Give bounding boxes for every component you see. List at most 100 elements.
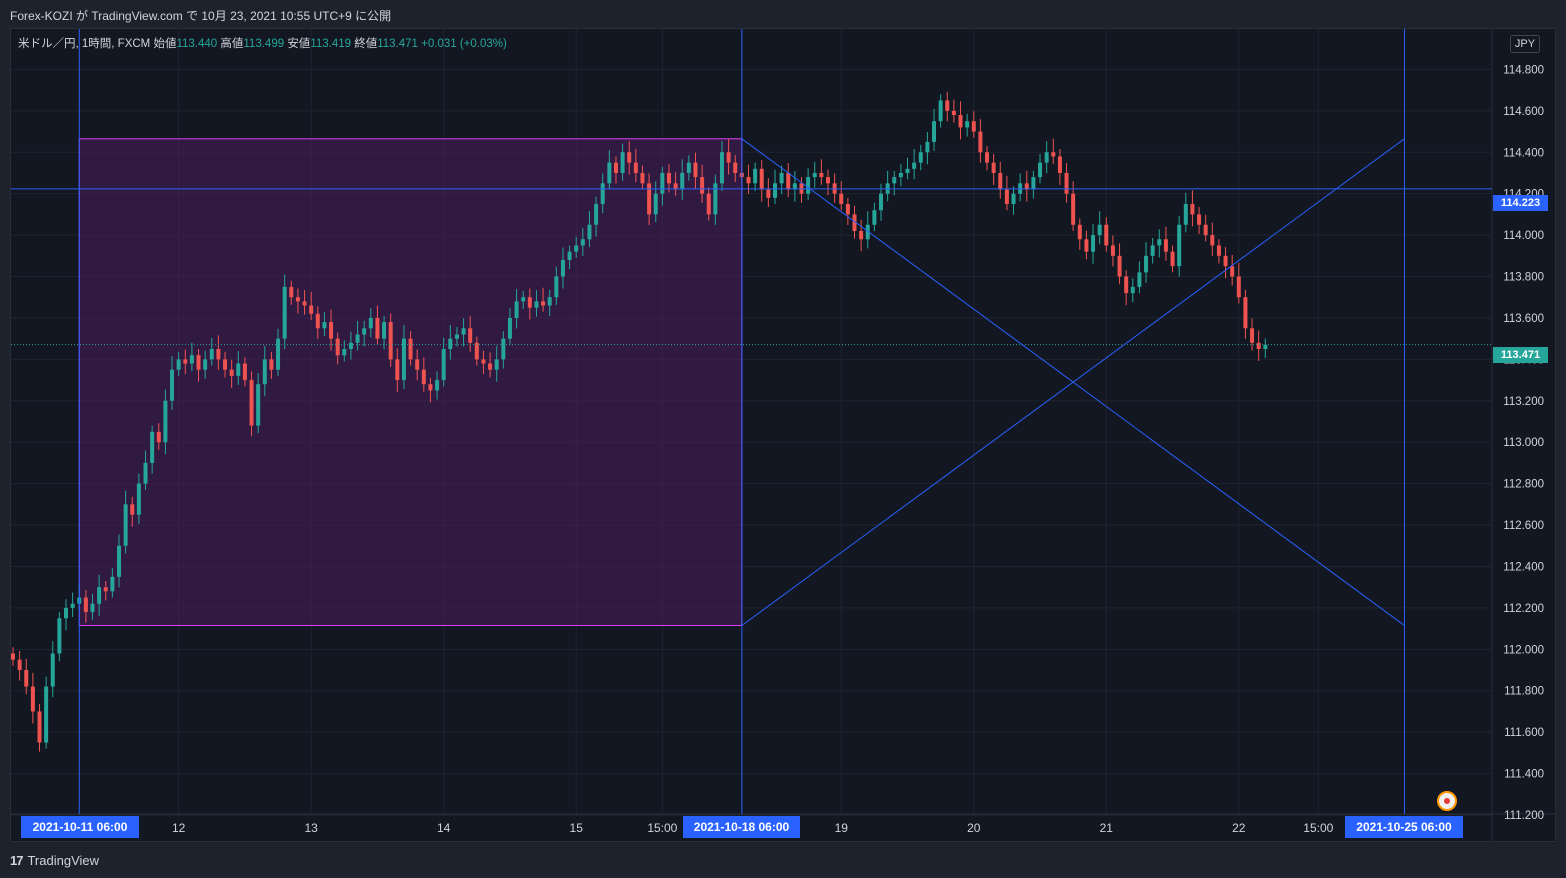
candle-body <box>1230 266 1235 277</box>
range-rectangle <box>78 138 743 626</box>
candle-body <box>276 338 281 370</box>
candle-body <box>1051 152 1056 157</box>
candle-body <box>839 193 844 205</box>
price-axis: 114.800114.600114.400114.200114.000113.8… <box>1503 64 1544 822</box>
candle-body <box>1084 239 1089 252</box>
candle-body <box>607 162 612 184</box>
record-icon[interactable] <box>1437 791 1457 811</box>
candle <box>130 496 135 527</box>
candle-body <box>130 504 135 515</box>
candle-body <box>620 152 625 173</box>
candle-body <box>64 607 69 619</box>
last-price-tag: 113.471 <box>1493 347 1548 363</box>
candle <box>766 178 771 207</box>
candle <box>965 113 970 137</box>
candle <box>262 345 267 397</box>
candle-body <box>156 431 161 443</box>
candle-body <box>507 317 512 339</box>
high-value: 113.499 <box>243 38 285 50</box>
tradingview-brand[interactable]: 17 TradingView <box>10 853 99 868</box>
candle <box>196 349 201 382</box>
candle-body <box>1236 276 1241 298</box>
candle-body <box>587 224 592 240</box>
candle-body <box>574 245 579 252</box>
candle-body <box>348 342 353 350</box>
candle <box>401 324 406 390</box>
candle-body <box>282 286 287 339</box>
candle-body <box>295 297 300 302</box>
price-axis-label: 113.000 <box>1503 437 1544 449</box>
candle-body <box>892 177 897 184</box>
candle <box>408 331 413 366</box>
candle-body <box>792 183 797 190</box>
candle <box>256 373 261 434</box>
candle <box>620 143 625 181</box>
candle-body <box>859 230 864 240</box>
candle-body <box>481 359 486 364</box>
candle-body <box>57 618 62 654</box>
candle <box>428 378 433 403</box>
candle <box>461 318 466 347</box>
price-axis-label: 112.400 <box>1503 561 1544 573</box>
candle-body <box>541 301 546 306</box>
candle <box>554 266 559 305</box>
candle-body <box>216 349 221 360</box>
candle <box>938 94 943 128</box>
candle <box>958 101 963 140</box>
candle <box>706 187 711 221</box>
time-marker-mid: 2021-10-18 06:00 <box>683 816 800 838</box>
currency-button[interactable]: JPY <box>1510 35 1540 53</box>
candle-body <box>136 483 141 515</box>
candle <box>117 534 122 588</box>
candle-body <box>567 251 572 260</box>
candle <box>653 181 658 223</box>
candle <box>501 331 506 369</box>
candle <box>375 305 380 345</box>
candle <box>600 173 605 214</box>
candle-body <box>37 711 42 743</box>
candle-body <box>474 342 479 360</box>
candle <box>541 287 546 312</box>
candle-body <box>196 355 201 370</box>
candle-body <box>627 152 632 163</box>
candle <box>1084 230 1089 260</box>
open-label: 始値 <box>153 38 177 50</box>
candle <box>733 155 738 183</box>
candle <box>879 183 884 221</box>
time-axis-label: 12 <box>172 821 186 835</box>
candle <box>57 612 62 662</box>
close-label: 終値 <box>354 38 378 50</box>
candle-body <box>925 141 930 153</box>
candle-body <box>17 659 22 671</box>
candle-body <box>958 114 963 128</box>
candle-body <box>1157 239 1162 246</box>
candle <box>150 425 155 474</box>
candle-body <box>852 214 857 231</box>
candle <box>507 308 512 345</box>
candle <box>242 357 247 387</box>
candle-body <box>468 328 473 343</box>
candle <box>1051 138 1056 165</box>
candle-body <box>302 301 307 306</box>
candle-body <box>342 349 347 356</box>
candle <box>362 320 367 347</box>
publish-info: Forex-KOZI が TradingView.com で 10月 23, 2… <box>10 9 392 23</box>
candle-body <box>640 172 645 184</box>
candle-body <box>183 359 188 364</box>
candle <box>693 152 698 190</box>
candle <box>163 389 168 455</box>
candle <box>633 148 638 183</box>
candle <box>1230 254 1235 286</box>
candle <box>1038 153 1043 184</box>
time-axis-label: 15 <box>570 821 584 835</box>
candle <box>925 131 930 165</box>
candle-body <box>461 328 466 335</box>
candle <box>110 568 115 598</box>
time-marker-end: 2021-10-25 06:00 <box>1345 816 1463 838</box>
candle-body <box>951 110 956 115</box>
candle <box>1004 175 1009 211</box>
candle <box>1170 245 1175 273</box>
candle-body <box>203 359 208 370</box>
bottom-bar <box>0 846 1566 878</box>
